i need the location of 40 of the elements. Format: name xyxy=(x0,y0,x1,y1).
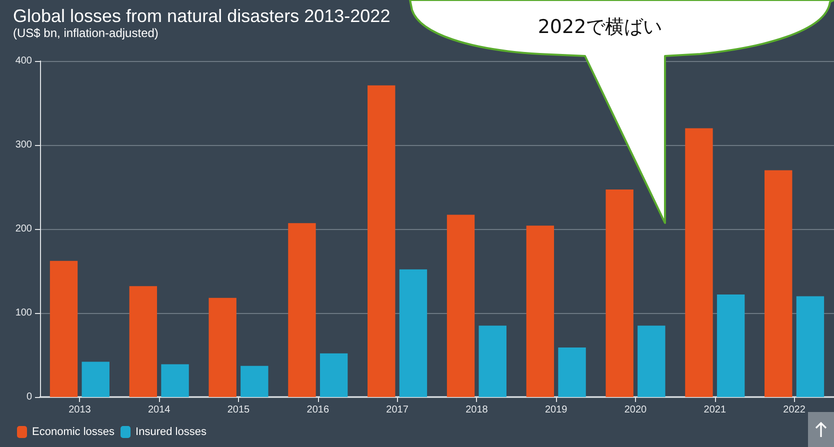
bar xyxy=(161,364,189,397)
bar xyxy=(399,269,428,397)
bar xyxy=(796,296,824,397)
chart-subtitle: (US$ bn, inflation-adjusted) xyxy=(13,26,158,40)
legend-label: Economic losses xyxy=(32,426,116,438)
bar xyxy=(526,226,554,397)
bar xyxy=(240,366,268,397)
bar xyxy=(446,214,475,397)
bar xyxy=(638,326,666,397)
bar xyxy=(82,362,110,397)
y-tick-label: 200 xyxy=(15,224,32,234)
x-tick-label: 2015 xyxy=(227,404,250,416)
x-tick-label: 2017 xyxy=(386,404,409,416)
x-tick-label: 2014 xyxy=(148,404,171,416)
x-tick-label: 2013 xyxy=(68,404,92,416)
y-tick-label: 400 xyxy=(15,56,32,66)
bar xyxy=(50,260,78,397)
bar xyxy=(288,223,316,397)
chart-title: Global losses from natural disasters 2013-2022 xyxy=(13,6,390,26)
bar xyxy=(478,326,506,397)
bar xyxy=(685,128,713,397)
bar xyxy=(320,353,348,397)
x-tick-label: 2022 xyxy=(783,404,806,416)
x-tick-label: 2018 xyxy=(466,404,488,416)
y-tick-label: 0 xyxy=(26,392,32,402)
text: 2022で横ばい xyxy=(538,16,662,38)
x-tick-label: 2019 xyxy=(544,404,568,416)
y-tick-label: 100 xyxy=(15,308,32,318)
bar xyxy=(129,286,158,397)
bar xyxy=(606,190,634,397)
y-tick-label: 300 xyxy=(15,140,32,150)
x-tick-label: 2016 xyxy=(306,404,330,416)
x-tick-label: 2021 xyxy=(704,404,726,416)
bar xyxy=(208,298,236,397)
bar xyxy=(764,170,792,397)
bar xyxy=(558,347,586,397)
bar xyxy=(716,294,745,397)
legend-label: Insured losses xyxy=(136,426,207,438)
bar xyxy=(368,85,396,397)
x-tick-label: 2020 xyxy=(624,404,648,416)
